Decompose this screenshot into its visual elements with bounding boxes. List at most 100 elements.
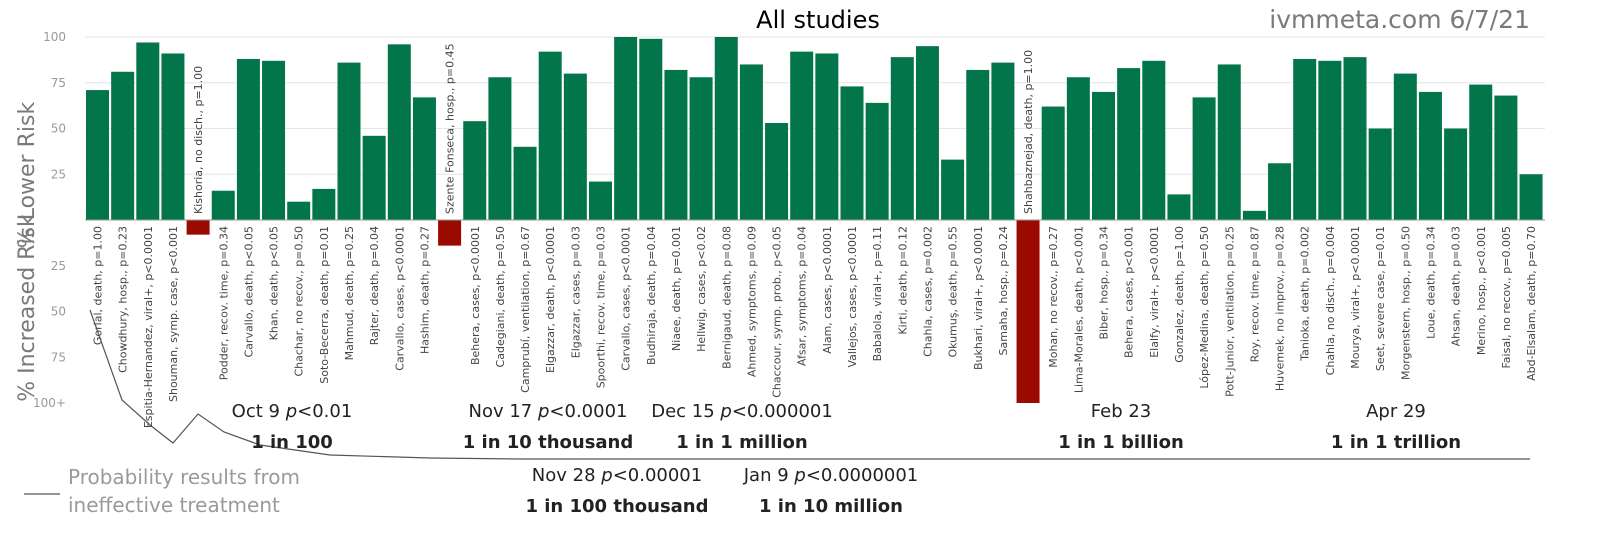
source-label: ivmmeta.com 6/7/21 <box>1269 5 1530 34</box>
y-axis-label-increased-risk: % Increased Risk <box>15 214 40 402</box>
bar <box>664 69 688 220</box>
bar-label: Mahmud, death, p=0.25 <box>343 226 356 360</box>
bar <box>714 37 738 220</box>
y-axis-label-lower-risk: % Lower Risk <box>15 102 40 249</box>
bar <box>790 51 814 220</box>
bar-label: Mohan, no recov., p=0.27 <box>1047 226 1060 368</box>
event-date: Dec 15 p<0.000001 <box>651 401 833 422</box>
bar-label: Hellwig, cases, p<0.02 <box>695 226 708 352</box>
bar-label: Elgazzar, death, p<0.0001 <box>544 226 557 373</box>
bar-label: Roy, recov. time, p=0.87 <box>1248 226 1261 362</box>
bar-label: Carvallo, cases, p<0.0001 <box>620 226 633 371</box>
bar-label: Biber, hosp., p=0.34 <box>1098 226 1111 339</box>
bar-label: Bernigaud, death, p=0.08 <box>720 226 733 369</box>
bar-label: Babalola, viral+, p=0.11 <box>871 226 884 361</box>
bar-label: Merino, hosp., p<0.001 <box>1475 226 1488 355</box>
bar <box>966 69 990 220</box>
bar <box>1343 57 1367 220</box>
bar <box>765 123 789 220</box>
bar <box>362 135 386 220</box>
bar-label: Chowdhury, hosp., p=0.23 <box>117 226 130 373</box>
bar-label: Bukhari, viral+, p<0.0001 <box>972 226 985 370</box>
event-odds: 1 in 1 million <box>676 432 807 453</box>
y-tick-label: 50 <box>51 122 66 136</box>
bar-label: Mourya, viral+, p<0.0001 <box>1349 226 1362 369</box>
bar-label: Behera, cases, p<0.001 <box>1123 226 1136 358</box>
bar <box>563 73 587 220</box>
bar <box>211 190 235 220</box>
bar-label: Shahbaznejad, death, p=1.00 <box>1022 50 1035 214</box>
event-odds: 1 in 1 billion <box>1058 432 1184 453</box>
bar-label: Ahmed, symptoms, p=0.09 <box>745 226 758 377</box>
bar-label: Chaccour, symp. prob., p<0.05 <box>771 226 784 398</box>
bar <box>915 46 939 221</box>
bar-label: Niaee, death, p=0.001 <box>670 226 683 351</box>
bar-label: Vallejos, cases, p<0.0001 <box>846 226 859 368</box>
bar-label: Cadegiani, death, p=0.50 <box>494 226 507 367</box>
events: Oct 9 p<0.01 1 in 100 Nov 17 p<0.0001 1 in … <box>232 401 1461 517</box>
bar <box>689 77 713 220</box>
bar-label: Rajter, death, p=0.04 <box>368 226 381 345</box>
bar-labels: Gorial, death, p=1.00 Chowdhury, hosp., p… <box>92 43 1539 428</box>
bar <box>387 44 411 220</box>
bar-label: Afsar, symptoms, p=0.04 <box>796 226 809 366</box>
bar-label: Pott-Junior, ventilation, p=0.25 <box>1223 226 1236 397</box>
probability-curve <box>89 309 1530 460</box>
bar-label: Behera, cases, p<0.0001 <box>469 226 482 365</box>
bar-label: Lima-Morales, death, p<0.001 <box>1072 226 1085 393</box>
bar-label: Soto-Becerra, death, p=0.01 <box>318 226 331 384</box>
bar <box>86 90 109 220</box>
bar <box>1293 58 1317 221</box>
bar <box>614 37 638 220</box>
bar <box>111 71 135 221</box>
bar-label: Huvemek, no improv., p=0.28 <box>1274 226 1287 391</box>
bar <box>865 102 889 220</box>
event-date: Nov 17 p<0.0001 <box>469 401 628 422</box>
bar <box>1469 84 1493 220</box>
bar <box>1318 60 1342 220</box>
legend-text-line1: Probability results from <box>68 465 300 489</box>
bar <box>463 121 487 220</box>
bar-label: Carvallo, cases, p<0.0001 <box>393 226 406 371</box>
bar <box>337 62 361 221</box>
legend-text-line2: ineffective treatment <box>68 493 280 517</box>
event-date: Jan 9 p<0.0000001 <box>743 465 919 486</box>
event-odds: 1 in 100 thousand <box>525 496 708 517</box>
event-odds: 1 in 10 thousand <box>463 432 634 453</box>
y-tick-label: 75 <box>51 76 66 90</box>
y-tick-label: 75 <box>51 350 66 364</box>
bar-label: Elgazzar, cases, p=0.03 <box>569 226 582 358</box>
bar-label: Tanioka, death, p=0.002 <box>1299 226 1312 362</box>
y-tick-label: 100+ <box>33 396 66 410</box>
bar <box>1519 174 1543 220</box>
bar-label: Morgenstern, hosp., p=0.50 <box>1399 226 1412 380</box>
y-tick-label: 25 <box>51 167 66 181</box>
bar <box>161 53 185 220</box>
bar <box>438 220 462 246</box>
event-date: Feb 23 <box>1091 401 1152 422</box>
bar <box>589 181 612 220</box>
bar-label: Szente Fonseca, hosp., p=0.45 <box>444 43 457 214</box>
event-odds: 1 in 100 <box>251 432 333 453</box>
bar-label: Espitia-Hernandez, viral+, p<0.0001 <box>142 226 155 428</box>
bar <box>412 97 436 220</box>
bar-label: Loue, death, p=0.34 <box>1424 226 1437 339</box>
bar <box>890 57 914 220</box>
bar <box>1142 60 1166 220</box>
bars <box>86 37 1543 403</box>
bar-label: Spoorthi, recov. time, p=0.03 <box>595 226 608 388</box>
bar <box>1167 194 1191 220</box>
bar-label: López-Medina, death, p=0.50 <box>1198 226 1211 389</box>
bar-label: Alam, cases, p<0.0001 <box>821 226 834 354</box>
bar <box>1092 91 1115 221</box>
bar-label: Chahla, no disch., p=0.004 <box>1324 226 1337 375</box>
event-odds: 1 in 10 million <box>759 496 903 517</box>
bar-label: Carvallo, death, p<0.05 <box>242 226 255 358</box>
bar-label: Gorial, death, p=1.00 <box>92 226 105 345</box>
bar <box>262 60 286 220</box>
bar <box>513 146 537 220</box>
bar-label: Kirti, death, p=0.12 <box>896 226 909 335</box>
bar <box>1117 68 1141 220</box>
bar <box>840 86 864 220</box>
bar <box>991 62 1015 221</box>
